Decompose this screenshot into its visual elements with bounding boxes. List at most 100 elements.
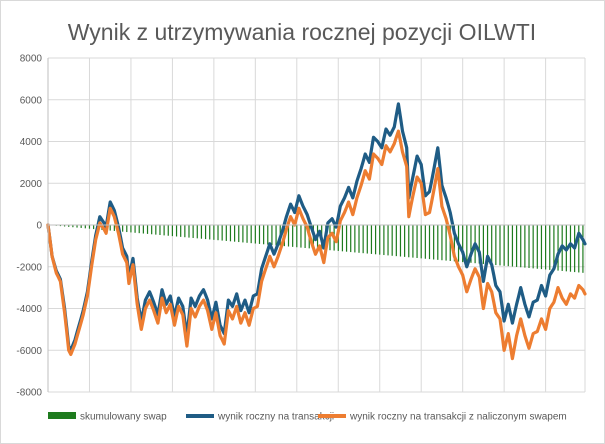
swap-bar xyxy=(553,225,555,271)
swap-bar xyxy=(370,225,373,254)
swap-bar xyxy=(287,225,290,247)
swap-bar xyxy=(258,225,261,244)
series-lines xyxy=(46,102,587,361)
y-tick-label: -8000 xyxy=(16,388,42,399)
swap-bar xyxy=(412,225,414,258)
swap-bar xyxy=(511,225,514,267)
swap-bar xyxy=(72,225,74,228)
legend: skumulowany swap wynik roczny na transakc… xyxy=(48,412,567,423)
legend-trade-label: wynik roczny na transakcji xyxy=(217,412,334,423)
swap-bar xyxy=(234,225,236,242)
swap-bar xyxy=(76,225,78,228)
swap-bar xyxy=(84,225,86,229)
swap-bar xyxy=(171,225,174,237)
swap-bar xyxy=(362,225,364,254)
swap-bar xyxy=(374,225,377,255)
swap-bar xyxy=(515,225,518,267)
axes: 8000 6000 4000 2000 0 -2000 -4000 -6000 -8000 xyxy=(16,54,585,399)
swap-bar xyxy=(221,225,223,241)
legend-swap-label: skumulowany swap xyxy=(80,412,167,423)
swap-bar xyxy=(155,225,157,235)
swap-bar xyxy=(341,225,344,252)
swap-bar xyxy=(582,225,584,273)
swap-bar xyxy=(503,225,505,266)
swap-bar xyxy=(391,225,393,256)
swap-bar xyxy=(271,225,273,246)
swap-bar xyxy=(528,225,530,269)
legend-swap-swatch xyxy=(48,412,76,419)
swap-bar xyxy=(524,225,526,268)
swap-bar xyxy=(379,225,381,255)
swap-bar xyxy=(292,225,294,247)
swap-bar xyxy=(366,225,368,254)
swap-bar xyxy=(358,225,360,253)
swap-bar xyxy=(267,225,269,245)
swap-bar xyxy=(188,225,190,238)
swap-bar xyxy=(300,225,302,248)
swap-bar xyxy=(109,225,111,231)
swap-bar xyxy=(63,225,66,227)
swap-bar xyxy=(275,225,277,246)
swap-bar xyxy=(445,225,447,261)
swap-bar xyxy=(354,225,356,253)
swap-bar xyxy=(532,225,534,269)
swap-bar xyxy=(263,225,265,245)
swap-bar xyxy=(229,225,232,242)
swap-bar xyxy=(383,225,385,256)
swap-bar xyxy=(545,225,547,270)
swap-bar xyxy=(578,225,580,273)
swap-bar xyxy=(399,225,402,257)
swap-bar xyxy=(345,225,348,252)
swap-bar xyxy=(130,225,132,233)
swap-bar xyxy=(491,225,493,265)
legend-trade-with-swap-label: wynik roczny na transakcji z naliczonym … xyxy=(349,412,567,423)
swap-bar xyxy=(59,225,62,227)
swap-bar xyxy=(499,225,501,266)
swap-bar xyxy=(142,225,144,234)
swap-bar xyxy=(437,225,439,260)
swap-bar xyxy=(250,225,252,244)
swap-bar xyxy=(536,225,538,269)
swap-bar xyxy=(80,225,82,228)
y-tick-label: 8000 xyxy=(20,54,43,65)
swap-bar xyxy=(408,225,410,258)
swap-bar xyxy=(209,225,211,240)
swap-bar xyxy=(225,225,227,241)
swap-bar xyxy=(204,225,207,240)
swap-bar xyxy=(68,225,70,227)
swap-bar xyxy=(175,225,178,237)
swap-bar xyxy=(387,225,389,256)
swap-bar xyxy=(246,225,248,243)
y-tick-label: 6000 xyxy=(20,95,43,106)
swap-bar xyxy=(424,225,426,259)
swap-bar xyxy=(184,225,186,238)
swap-bar xyxy=(507,225,509,267)
swap-bar xyxy=(113,225,115,231)
swap-bar xyxy=(557,225,559,271)
y-tick-label: -4000 xyxy=(16,304,42,315)
swap-bar xyxy=(180,225,182,237)
swap-bar xyxy=(159,225,161,236)
y-tick-label: -2000 xyxy=(16,262,42,273)
swap-bar xyxy=(420,225,422,259)
swap-bar xyxy=(296,225,298,248)
swap-bar xyxy=(441,225,443,261)
swap-bar xyxy=(242,225,244,243)
swap-bar xyxy=(433,225,435,260)
swap-bar xyxy=(126,225,128,233)
swap-bar xyxy=(93,225,95,230)
swap-bar xyxy=(404,225,406,257)
swap-bar xyxy=(453,225,455,262)
swap-bar xyxy=(238,225,240,243)
swap-bar xyxy=(540,225,543,270)
swap-bar xyxy=(486,225,489,265)
y-tick-label: 4000 xyxy=(20,137,43,148)
swap-bar xyxy=(416,225,418,258)
swap-bar xyxy=(495,225,497,266)
swap-bar xyxy=(569,225,572,272)
swap-bar xyxy=(466,225,468,263)
swap-bar xyxy=(462,225,464,263)
